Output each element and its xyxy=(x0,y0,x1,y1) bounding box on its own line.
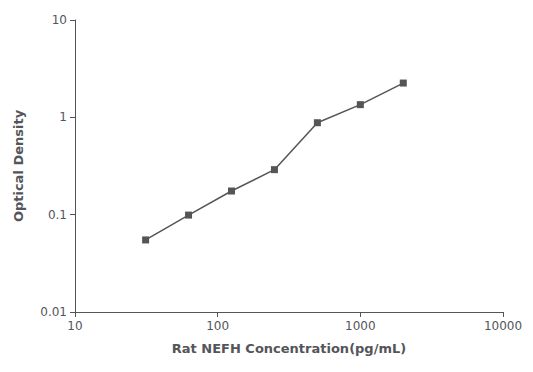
svg-text:0.01: 0.01 xyxy=(40,305,67,319)
svg-text:0.1: 0.1 xyxy=(48,208,67,222)
svg-text:10: 10 xyxy=(67,319,82,333)
svg-text:10: 10 xyxy=(52,13,67,27)
svg-text:Rat NEFH Concentration(pg/mL): Rat NEFH Concentration(pg/mL) xyxy=(172,341,406,356)
svg-text:Optical Density: Optical Density xyxy=(11,109,26,222)
svg-text:100: 100 xyxy=(206,319,229,333)
svg-text:10000: 10000 xyxy=(484,319,522,333)
svg-text:1000: 1000 xyxy=(345,319,376,333)
svg-text:1: 1 xyxy=(59,110,67,124)
